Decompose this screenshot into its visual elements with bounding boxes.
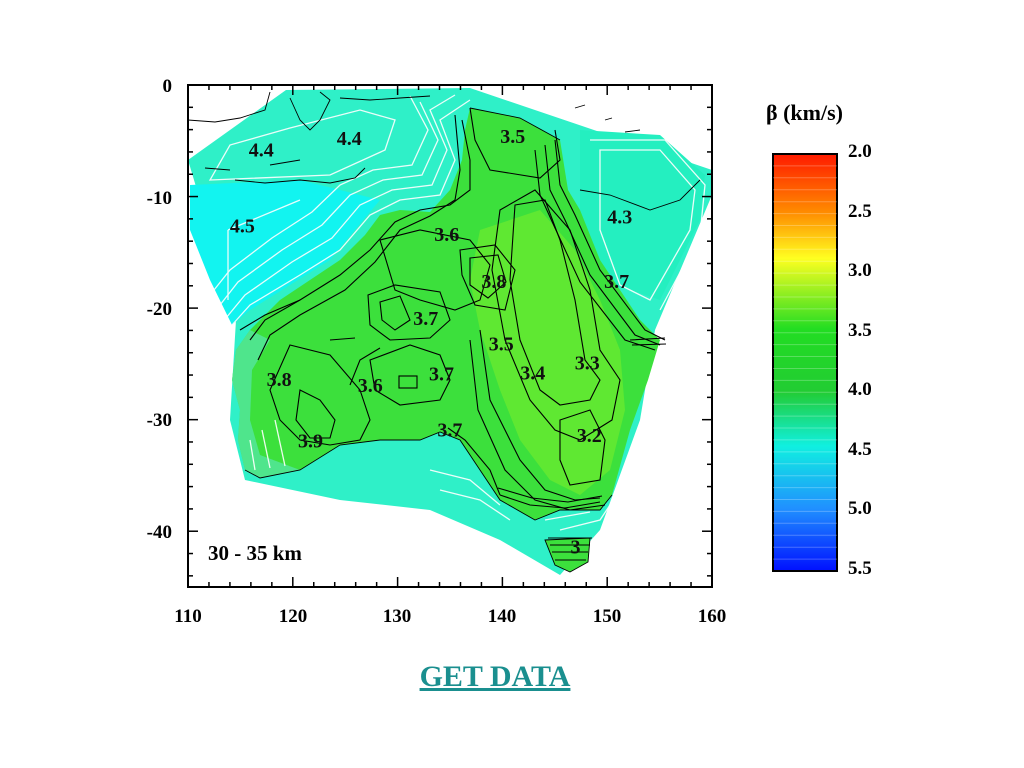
contour-value-label: 3.4 bbox=[520, 363, 545, 385]
contour-value-label: 3.5 bbox=[500, 126, 525, 148]
ocean-isolines bbox=[208, 94, 706, 531]
contour-value-label: 3.7 bbox=[437, 419, 462, 441]
contour-value-label: 4.5 bbox=[230, 215, 255, 237]
legend-tick-label: 3.5 bbox=[848, 320, 872, 341]
contour-value-label: 3.2 bbox=[577, 425, 602, 447]
legend-tick-label: 2.0 bbox=[848, 141, 872, 162]
contour-lines bbox=[239, 107, 667, 561]
contour-value-label: 3 bbox=[571, 537, 581, 559]
x-tick-label: 150 bbox=[593, 606, 622, 627]
central-green-zone bbox=[470, 210, 625, 495]
legend-tick-label: 4.5 bbox=[848, 439, 872, 460]
coastal-gradient bbox=[232, 330, 300, 478]
legend-tick-label: 5.0 bbox=[848, 498, 872, 519]
ocean-deep-fill bbox=[190, 180, 380, 325]
x-tick-label: 120 bbox=[279, 606, 308, 627]
x-tick-label: 140 bbox=[488, 606, 517, 627]
contour-value-label: 3.6 bbox=[434, 224, 459, 246]
model-region bbox=[188, 88, 712, 575]
contour-value-label: 3.7 bbox=[413, 308, 438, 330]
contour-value-label: 3.8 bbox=[267, 369, 292, 391]
contour-value-label: 4.3 bbox=[607, 206, 632, 228]
x-axis: 110 120 130 140 150 160 bbox=[174, 606, 726, 627]
legend-colorbar bbox=[772, 153, 838, 572]
y-tick-label: 0 bbox=[163, 76, 173, 97]
axis-ticks bbox=[187, 84, 713, 587]
y-tick-label: -30 bbox=[147, 410, 172, 431]
contour-value-label: 3.7 bbox=[429, 364, 454, 386]
get-data-link[interactable]: GET DATA bbox=[419, 660, 571, 693]
x-tick-label: 110 bbox=[174, 606, 201, 627]
legend-bands bbox=[773, 165, 837, 560]
contour-value-label: 3.6 bbox=[358, 375, 383, 397]
tasmania-landmass bbox=[545, 538, 590, 572]
contour-value-label: 3.9 bbox=[298, 431, 323, 453]
contour-value-label: 3.5 bbox=[489, 334, 514, 356]
coastlines bbox=[188, 91, 701, 573]
x-tick-label: 160 bbox=[698, 606, 727, 627]
y-tick-label: -40 bbox=[147, 522, 172, 543]
color-legend: β (km/s) 2.0 2.5 3.0 3.5 4.0 4.5 5.0 5.5 bbox=[766, 100, 872, 579]
contour-value-label: 4.4 bbox=[337, 128, 362, 150]
contour-value-label: 3.7 bbox=[604, 271, 629, 293]
legend-title: β (km/s) bbox=[766, 100, 843, 125]
legend-tick-label: 5.5 bbox=[848, 558, 872, 579]
y-tick-label: -20 bbox=[147, 299, 172, 320]
y-tick-label: -10 bbox=[147, 188, 172, 209]
x-tick-label: 130 bbox=[383, 606, 412, 627]
legend-tick-label: 3.0 bbox=[848, 260, 872, 281]
contour-value-label: 3.8 bbox=[481, 271, 506, 293]
plot-frame bbox=[187, 84, 713, 588]
y-axis: 0 -10 -20 -30 -40 bbox=[147, 76, 172, 543]
contour-value-label: 3.3 bbox=[575, 353, 600, 375]
contour-labels: 4.4 4.4 4.5 3.5 4.3 3.6 3.8 3.7 3.7 3.5 3.4 3.3 3.8 3… bbox=[230, 126, 632, 559]
contour-value-label: 4.4 bbox=[249, 139, 274, 161]
legend-tick-label: 4.0 bbox=[848, 379, 872, 400]
legend-tick-label: 2.5 bbox=[848, 201, 872, 222]
depth-range-label: 30 - 35 km bbox=[208, 541, 302, 565]
